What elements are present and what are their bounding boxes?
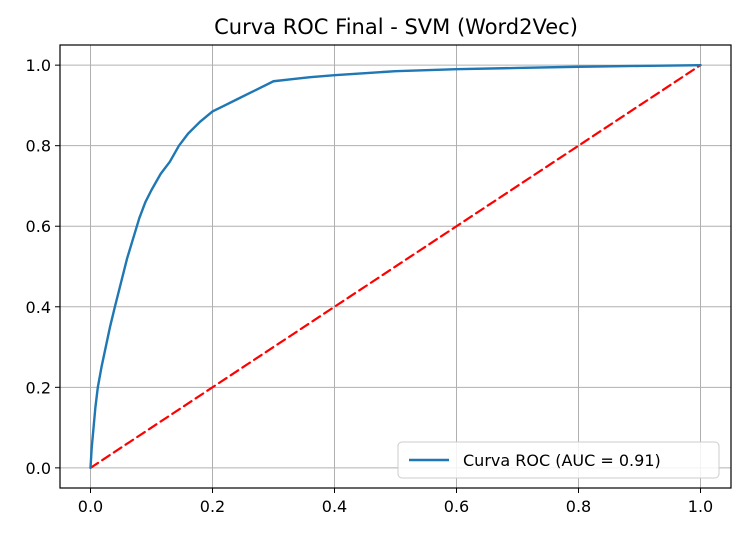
- x-axis-ticks: 0.0 0.2 0.4 0.6 0.8 1.0: [78, 488, 713, 516]
- y-axis-ticks: 0.0 0.2 0.4 0.6 0.8 1.0: [26, 56, 60, 478]
- x-tick-label: 0.2: [200, 497, 225, 516]
- roc-curve-line: [89, 63, 702, 470]
- x-tick-label: 0.0: [78, 497, 103, 516]
- y-tick-label: 0.8: [26, 137, 51, 156]
- grid: [60, 45, 731, 488]
- x-tick-label: 0.4: [322, 497, 347, 516]
- legend: Curva ROC (AUC = 0.91): [397, 441, 720, 479]
- y-tick-label: 0.0: [26, 459, 51, 478]
- legend-label: Curva ROC (AUC = 0.91): [463, 451, 661, 470]
- x-tick-label: 1.0: [688, 497, 713, 516]
- chart-title: Curva ROC Final - SVM (Word2Vec): [214, 15, 578, 39]
- y-tick-label: 0.6: [26, 217, 51, 236]
- x-tick-label: 0.8: [566, 497, 591, 516]
- x-tick-label: 0.6: [444, 497, 469, 516]
- y-tick-label: 0.2: [26, 378, 51, 397]
- chance-diagonal-line: [89, 64, 702, 469]
- legend-box: [397, 441, 720, 479]
- series-layer: [89, 63, 702, 470]
- y-tick-label: 1.0: [26, 56, 51, 75]
- plot-frame: [59, 44, 732, 489]
- y-tick-label: 0.4: [26, 298, 51, 317]
